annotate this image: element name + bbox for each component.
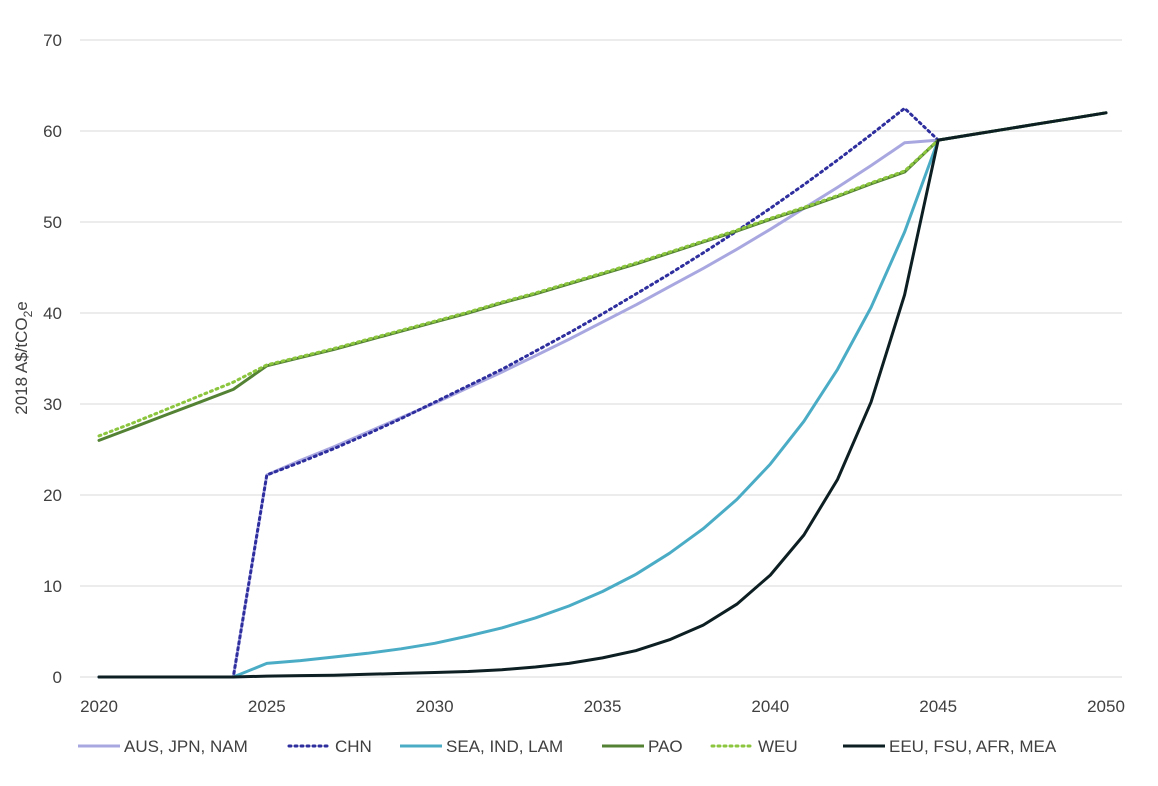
- x-tick-label: 2020: [80, 697, 118, 716]
- y-axis-title-subscript: 2: [21, 310, 35, 317]
- gridlines: [80, 39, 1122, 678]
- series-line-5: [97, 111, 1108, 679]
- x-tick-label: 2045: [919, 697, 957, 716]
- legend-label-5: EEU, FSU, AFR, MEA: [889, 737, 1057, 756]
- legend-label-4: WEU: [758, 737, 798, 756]
- x-tick-label: 2040: [751, 697, 789, 716]
- y-axis-title-suffix: e: [12, 301, 31, 310]
- y-tick-label: 70: [43, 31, 62, 50]
- x-tick-label: 2035: [584, 697, 622, 716]
- legend-label-2: SEA, IND, LAM: [446, 737, 563, 756]
- x-tick-label: 2025: [248, 697, 286, 716]
- y-tick-label: 10: [43, 577, 62, 596]
- series-lines: [97, 106, 1108, 679]
- legend-label-3: PAO: [648, 737, 683, 756]
- legend-label-0: AUS, JPN, NAM: [124, 737, 248, 756]
- y-tick-label: 40: [43, 304, 62, 323]
- series-line-2: [97, 111, 1108, 679]
- y-tick-label: 50: [43, 213, 62, 232]
- legend: AUS, JPN, NAM CHN SEA, IND, LAM PAO WEU EEU, …: [78, 737, 1057, 756]
- series-line-3: [97, 111, 1108, 442]
- y-tick-label: 0: [53, 668, 62, 687]
- y-tick-label: 60: [43, 122, 62, 141]
- x-tick-label: 2030: [416, 697, 454, 716]
- y-tick-label: 20: [43, 486, 62, 505]
- y-tick-label: 30: [43, 395, 62, 414]
- y-axis-title: 2018 A$/tCO2e: [12, 301, 35, 415]
- y-axis-title-main: 2018 A$/tCO: [12, 317, 31, 414]
- series-line-4: [97, 111, 1108, 438]
- x-tick-label: 2050: [1087, 697, 1125, 716]
- legend-label-1: CHN: [335, 737, 372, 756]
